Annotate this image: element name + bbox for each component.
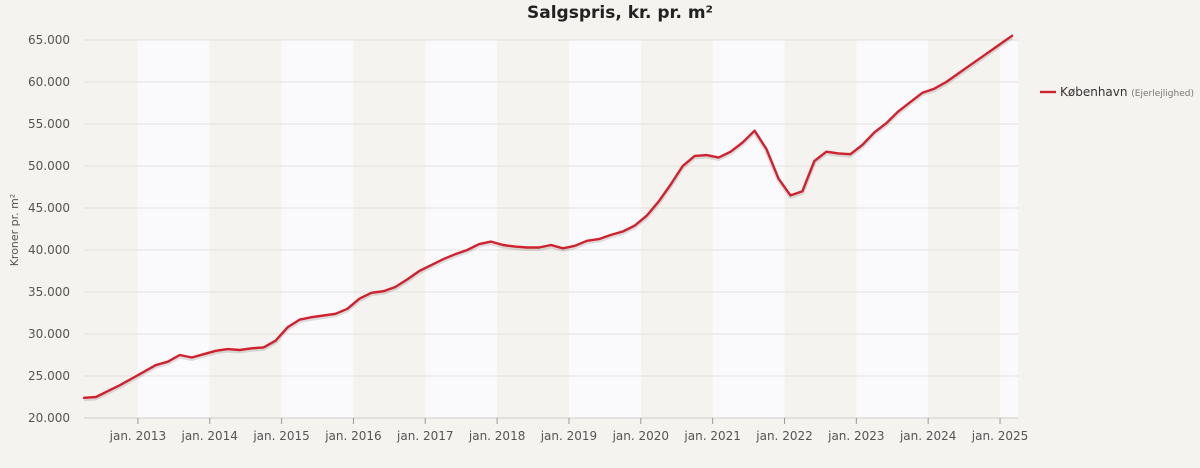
- x-tick-label: jan. 2021: [683, 429, 740, 443]
- x-tick-label: jan. 2014: [180, 429, 237, 443]
- grid-lines: [84, 39, 1018, 419]
- series-lines: [82, 34, 1014, 402]
- legend: København (Ejerlejlighed): [1040, 85, 1194, 99]
- series-line-kobenhavn: [82, 34, 1014, 399]
- legend-sublabel: (Ejerlejlighed): [1131, 89, 1194, 99]
- alternating-year-bands: [137, 40, 1018, 418]
- year-band: [856, 40, 929, 418]
- x-tick-label: jan. 2024: [899, 429, 956, 443]
- y-tick-label: 20.000: [28, 411, 70, 425]
- x-tick-label: jan. 2018: [468, 429, 525, 443]
- x-tick-label: jan. 2013: [109, 429, 166, 443]
- y-tick-label: 25.000: [28, 369, 70, 383]
- y-tick-label: 45.000: [28, 201, 70, 215]
- chart-title: Salgspris, kr. pr. m²: [527, 3, 713, 23]
- x-tick-label: jan. 2017: [396, 429, 453, 443]
- y-tick-label: 60.000: [28, 75, 70, 89]
- y-tick-label: 35.000: [28, 285, 70, 299]
- y-tick-label: 65.000: [28, 33, 70, 47]
- y-tick-label: 50.000: [28, 159, 70, 173]
- x-tick-label: jan. 2020: [612, 429, 669, 443]
- y-tick-label: 55.000: [28, 117, 70, 131]
- year-band: [425, 40, 498, 418]
- x-tick-label: jan. 2022: [755, 429, 812, 443]
- x-tick-label: jan. 2019: [540, 429, 597, 443]
- y-axis-ticks: 20.000 25.000 30.000 35.000 40.000 45.000 50.0…: [28, 33, 70, 425]
- x-tick-label: jan. 2016: [324, 429, 381, 443]
- y-axis-label: Kroner pr. m²: [8, 194, 21, 267]
- x-tick-label: jan. 2015: [252, 429, 309, 443]
- x-tick-label: jan. 2025: [971, 429, 1028, 443]
- year-band: [281, 40, 354, 418]
- legend-label: København (Ejerlejlighed): [1060, 85, 1194, 99]
- year-band: [1000, 40, 1018, 418]
- year-band: [712, 40, 785, 418]
- x-axis-ticks: jan. 2013 jan. 2014 jan. 2015 jan. 2016 jan.…: [109, 418, 1028, 443]
- y-tick-label: 30.000: [28, 327, 70, 341]
- y-tick-label: 40.000: [28, 243, 70, 257]
- x-tick-label: jan. 2023: [827, 429, 884, 443]
